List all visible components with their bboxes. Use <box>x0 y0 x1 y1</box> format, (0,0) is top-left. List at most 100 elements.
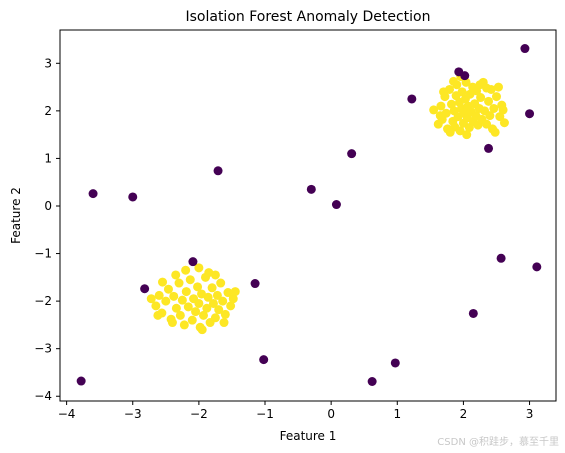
outlier-point <box>331 200 341 210</box>
inlier-point <box>154 290 164 300</box>
x-axis-label: Feature 1 <box>280 429 337 443</box>
inlier-point <box>457 87 467 97</box>
x-tick-label: −3 <box>124 407 142 421</box>
outlier-point <box>484 143 494 153</box>
outlier-point <box>347 149 357 159</box>
inlier-point <box>169 291 179 301</box>
inlier-point <box>181 265 191 275</box>
y-tick-label: 1 <box>44 151 52 165</box>
y-tick-label: 3 <box>44 56 52 70</box>
inlier-point <box>489 103 499 113</box>
outlier-point <box>128 192 138 202</box>
y-tick-label: 0 <box>44 199 52 213</box>
x-tick-label: 2 <box>460 407 468 421</box>
inlier-point <box>210 313 220 323</box>
inlier-point <box>208 298 218 308</box>
inlier-point <box>435 111 445 121</box>
inlier-point <box>484 96 494 106</box>
inlier-point <box>202 303 212 313</box>
inlier-point <box>203 292 213 302</box>
inlier-point <box>158 277 168 287</box>
x-tick-label: −4 <box>58 407 76 421</box>
inlier-point <box>439 87 449 97</box>
inlier-point <box>495 112 505 122</box>
inlier-point <box>193 282 203 292</box>
outlier-point <box>390 358 400 368</box>
inlier-point <box>212 290 222 300</box>
inlier-point <box>491 92 501 102</box>
chart-title: Isolation Forest Anomaly Detection <box>185 9 430 25</box>
x-tick-label: −1 <box>256 407 274 421</box>
inlier-point <box>161 296 171 306</box>
inlier-point <box>175 310 185 320</box>
inlier-point <box>482 83 492 93</box>
inlier-point <box>191 307 201 317</box>
inlier-point <box>174 278 184 288</box>
x-tick-label: 3 <box>526 407 534 421</box>
inlier-point <box>207 283 217 293</box>
inlier-point <box>499 118 509 128</box>
outlier-point <box>407 94 417 104</box>
inlier-point <box>498 105 508 115</box>
inlier-point <box>219 318 229 328</box>
y-tick-label: −2 <box>34 294 52 308</box>
inlier-point <box>226 301 236 311</box>
outlier-point <box>88 189 98 199</box>
inlier-point <box>461 77 471 87</box>
inlier-point <box>199 310 209 320</box>
y-tick-label: −3 <box>34 342 52 356</box>
inlier-point <box>214 305 224 315</box>
inlier-point <box>197 325 207 335</box>
inlier-point <box>228 294 238 304</box>
outlier-point <box>532 262 542 272</box>
inlier-point <box>448 76 458 86</box>
outlier-point <box>213 166 223 176</box>
plot-frame <box>59 29 557 402</box>
inlier-point <box>218 296 228 306</box>
inlier-point <box>179 320 189 330</box>
y-tick-label: −4 <box>34 389 52 403</box>
watermark: CSDN @积跬步，慕至千里 <box>437 437 559 448</box>
y-axis-label: Feature 2 <box>9 187 23 244</box>
outlier-point <box>367 377 377 386</box>
inlier-point <box>183 302 193 312</box>
outlier-point <box>460 71 470 81</box>
outlier-point <box>188 257 198 267</box>
inlier-point <box>177 295 187 305</box>
inlier-point <box>171 303 181 313</box>
x-tick-label: 1 <box>393 407 401 421</box>
y-tick-label: −1 <box>34 247 52 261</box>
inlier-point <box>436 101 446 111</box>
outlier-point <box>259 355 269 365</box>
inlier-point <box>151 301 161 311</box>
inlier-point <box>462 130 472 140</box>
inlier-point <box>185 275 195 285</box>
inlier-point <box>210 270 220 280</box>
inlier-point <box>476 93 486 103</box>
inlier-point <box>181 287 191 297</box>
outlier-point <box>306 184 316 194</box>
outlier-point <box>496 253 506 263</box>
inlier-point <box>216 278 226 288</box>
inlier-point <box>171 270 181 280</box>
inlier-point <box>429 105 439 115</box>
y-tick-label: 2 <box>44 104 52 118</box>
inlier-point <box>485 111 495 121</box>
inlier-point <box>493 82 503 92</box>
ticks-layer: −4 −3 −2 −1 0 1 2 3 −4 −3 −2 −1 0 1 2 3 <box>34 56 533 421</box>
inlier-point <box>194 298 204 308</box>
outlier-point <box>140 284 150 294</box>
inlier-point <box>146 294 156 304</box>
x-tick-label: 0 <box>327 407 335 421</box>
outlier-point <box>525 109 535 119</box>
points-layer <box>76 44 542 386</box>
inlier-point <box>230 287 240 297</box>
inlier-point <box>490 127 500 137</box>
inlier-point <box>220 309 230 319</box>
inlier-point <box>153 310 163 320</box>
inlier-point <box>163 284 173 294</box>
inlier-point <box>455 126 465 136</box>
x-tick-label: −2 <box>190 407 208 421</box>
outlier-point <box>468 308 478 318</box>
